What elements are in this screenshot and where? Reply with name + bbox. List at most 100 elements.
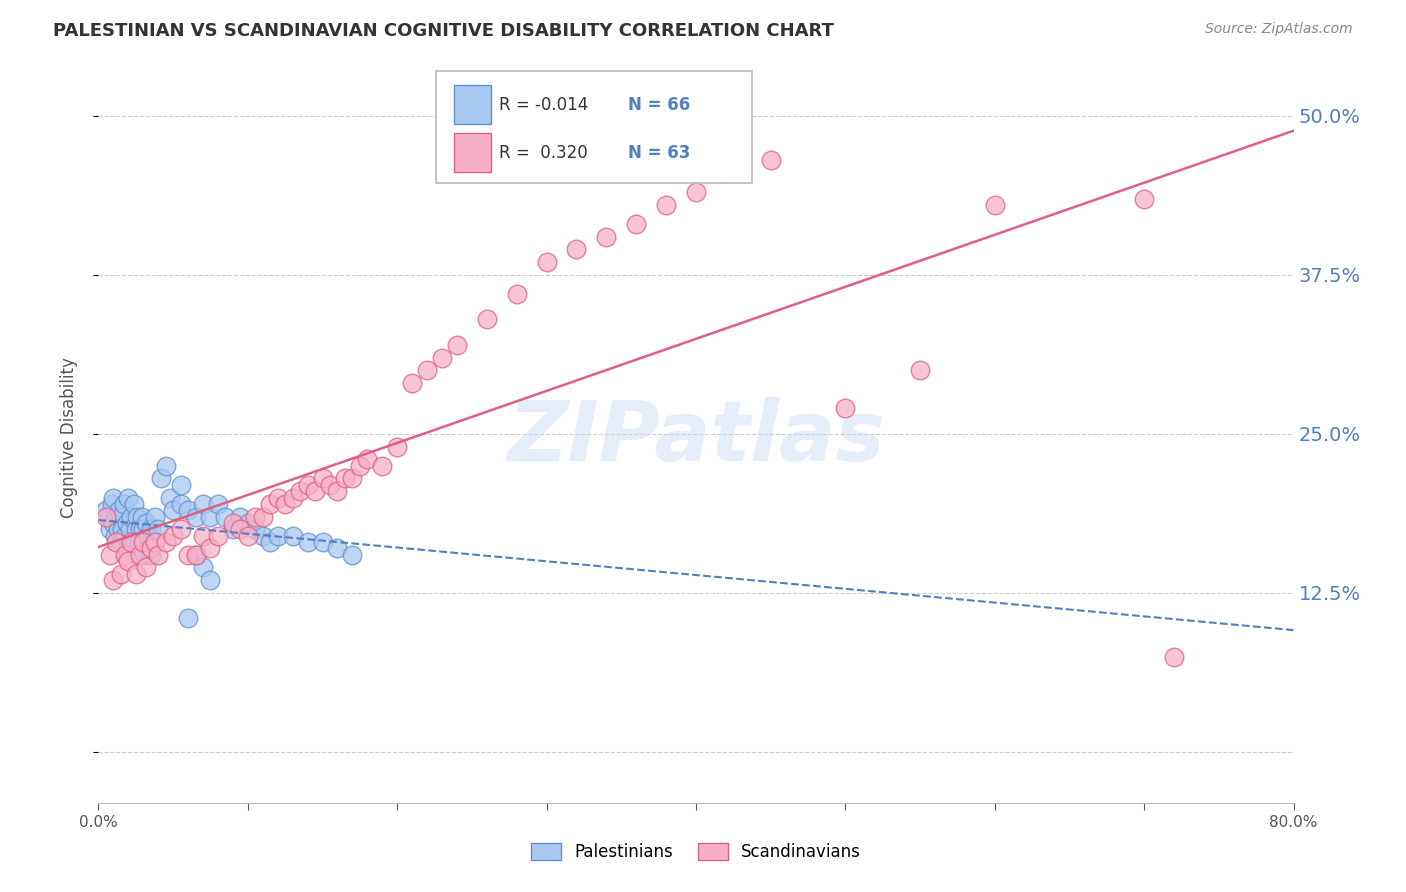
- Point: [105, 509, 128, 524]
- Point: [159, 491, 181, 505]
- Point: [655, 198, 678, 212]
- Point: [103, 516, 125, 530]
- Point: [536, 255, 558, 269]
- Point: [304, 484, 326, 499]
- Point: [281, 491, 304, 505]
- Point: [107, 522, 129, 536]
- Point: [169, 522, 191, 536]
- Point: [132, 548, 155, 562]
- Point: [385, 440, 409, 454]
- Point: [103, 491, 125, 505]
- Point: [207, 529, 229, 543]
- Point: [169, 497, 191, 511]
- Point: [177, 611, 200, 625]
- Point: [565, 243, 588, 257]
- Point: [342, 548, 364, 562]
- Point: [311, 471, 333, 485]
- Point: [143, 535, 166, 549]
- Point: [401, 376, 423, 390]
- Point: [326, 484, 349, 499]
- Point: [222, 516, 245, 530]
- Point: [267, 491, 290, 505]
- Point: [236, 516, 259, 530]
- Point: [342, 471, 364, 485]
- Point: [229, 509, 252, 524]
- Point: [136, 529, 159, 543]
- Point: [114, 529, 136, 543]
- Point: [115, 516, 138, 530]
- Point: [143, 509, 166, 524]
- Point: [1163, 649, 1185, 664]
- Point: [110, 566, 132, 581]
- Point: [297, 535, 319, 549]
- Point: [132, 522, 155, 536]
- Point: [356, 452, 378, 467]
- Point: [506, 287, 529, 301]
- Point: [267, 529, 290, 543]
- Point: [117, 541, 139, 556]
- Point: [297, 477, 319, 491]
- Point: [148, 522, 170, 536]
- Point: [118, 522, 141, 536]
- Point: [120, 535, 142, 549]
- Text: ZIPatlas: ZIPatlas: [508, 397, 884, 477]
- Point: [139, 522, 162, 536]
- Point: [108, 503, 131, 517]
- Point: [326, 541, 349, 556]
- Point: [177, 548, 200, 562]
- Legend: Palestinians, Scandinavians: Palestinians, Scandinavians: [524, 836, 868, 868]
- Point: [908, 363, 931, 377]
- Point: [319, 477, 342, 491]
- Point: [259, 535, 281, 549]
- Point: [128, 535, 150, 549]
- Text: N = 63: N = 63: [628, 144, 690, 161]
- Point: [207, 497, 229, 511]
- Point: [236, 529, 259, 543]
- Point: [371, 458, 394, 473]
- Point: [274, 497, 297, 511]
- Point: [311, 535, 333, 549]
- Point: [984, 198, 1007, 212]
- Point: [110, 535, 132, 549]
- Point: [114, 548, 136, 562]
- Point: [191, 497, 214, 511]
- Point: [129, 522, 152, 536]
- Point: [94, 509, 117, 524]
- Point: [104, 529, 127, 543]
- Point: [135, 560, 157, 574]
- Point: [1133, 192, 1156, 206]
- Point: [200, 541, 222, 556]
- Point: [94, 503, 117, 517]
- Point: [759, 153, 782, 168]
- Point: [112, 497, 135, 511]
- Point: [200, 509, 222, 524]
- Point: [245, 509, 267, 524]
- Point: [184, 509, 207, 524]
- Point: [139, 541, 162, 556]
- Text: R =  0.320: R = 0.320: [499, 144, 588, 161]
- Point: [148, 548, 170, 562]
- Point: [191, 529, 214, 543]
- Point: [595, 229, 617, 244]
- Point: [430, 351, 453, 365]
- Point: [117, 491, 139, 505]
- Point: [138, 541, 160, 556]
- Point: [105, 535, 128, 549]
- Point: [169, 477, 191, 491]
- Point: [155, 458, 177, 473]
- Point: [214, 509, 236, 524]
- Point: [110, 509, 132, 524]
- Point: [98, 548, 122, 562]
- Point: [139, 548, 162, 562]
- Text: PALESTINIAN VS SCANDINAVIAN COGNITIVE DISABILITY CORRELATION CHART: PALESTINIAN VS SCANDINAVIAN COGNITIVE DI…: [53, 22, 834, 40]
- Point: [121, 535, 143, 549]
- Point: [245, 522, 267, 536]
- Point: [222, 522, 245, 536]
- Point: [111, 522, 134, 536]
- Point: [252, 509, 274, 524]
- Point: [124, 497, 146, 511]
- Point: [177, 503, 200, 517]
- Point: [834, 401, 856, 416]
- Point: [103, 573, 125, 587]
- Point: [288, 484, 311, 499]
